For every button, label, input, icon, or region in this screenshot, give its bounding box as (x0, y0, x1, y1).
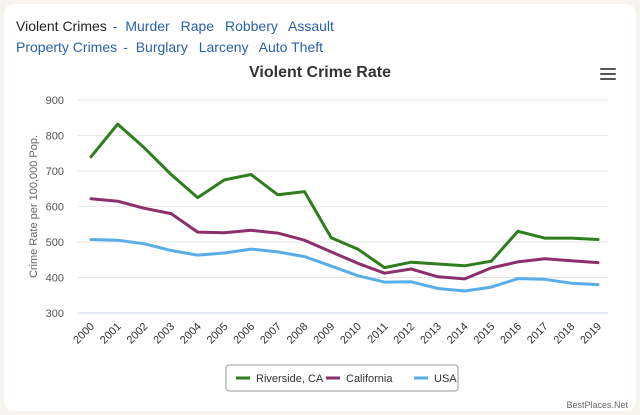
x-tick-label: 2014 (445, 321, 471, 347)
larceny-link[interactable]: Larceny (198, 39, 249, 55)
legend-box (225, 364, 459, 392)
hamburger-menu-icon[interactable] (600, 68, 616, 82)
x-tick-label: 2017 (525, 321, 551, 347)
property-crimes-link[interactable]: Property Crimes (16, 39, 118, 55)
x-tick-label: 2003 (151, 321, 177, 347)
y-tick-label: 900 (46, 95, 64, 107)
nav-separator: - (123, 39, 128, 55)
y-tick-label: 500 (46, 237, 64, 249)
x-tick-label: 2009 (311, 321, 337, 347)
auto-theft-link[interactable]: Auto Theft (258, 39, 324, 55)
x-tick-label: 2007 (258, 321, 284, 347)
y-axis-label: Crime Rate per 100,000 Pop. (28, 135, 40, 278)
x-tick-label: 2004 (178, 321, 204, 347)
violent-crimes-nav: Violent Crimes - Murder Rape Robbery Assa… (16, 17, 341, 35)
x-tick-label: 2005 (205, 321, 231, 347)
x-tick-label: 2008 (285, 321, 311, 347)
murder-link[interactable]: Murder (125, 18, 170, 34)
legend-item-label: USA (434, 373, 457, 385)
x-tick-label: 2016 (498, 321, 524, 347)
x-tick-label: 2013 (418, 321, 444, 347)
series-line (89, 122, 600, 270)
x-tick-label: 2015 (472, 321, 498, 347)
x-tick-label: 2011 (365, 321, 390, 346)
nav-separator: - (112, 18, 118, 34)
series-line (89, 238, 600, 293)
burglary-link[interactable]: Burglary (135, 39, 188, 55)
y-tick-label: 400 (46, 273, 64, 285)
violent-crimes-label: Violent Crimes (16, 18, 107, 34)
credit-text: BestPlaces.Net (566, 400, 628, 410)
rape-link[interactable]: Rape (180, 18, 215, 34)
y-tick-label: 800 (46, 131, 64, 143)
legend-item-label: California (346, 373, 393, 385)
assault-link[interactable]: Assault (288, 18, 334, 34)
x-tick-label: 2018 (552, 321, 578, 347)
y-tick-label: 300 (46, 308, 64, 320)
x-tick-label: 2000 (71, 321, 97, 347)
property-crimes-nav: Property Crimes - Burglary Larceny Auto T… (16, 38, 330, 56)
legend-item-label: Riverside, CA (256, 373, 324, 385)
chart-title: Violent Crime Rate (249, 64, 391, 81)
y-tick-label: 700 (46, 166, 64, 178)
y-tick-label: 600 (46, 202, 64, 214)
series-line (89, 197, 600, 281)
robbery-link[interactable]: Robbery (224, 18, 278, 34)
chart-card (4, 4, 636, 411)
x-tick-label: 2001 (98, 321, 124, 347)
x-tick-label: 2002 (125, 321, 151, 347)
x-tick-label: 2006 (231, 321, 257, 347)
x-tick-label: 2010 (338, 321, 364, 347)
x-tick-label: 2019 (578, 321, 604, 347)
x-tick-label: 2012 (392, 321, 418, 347)
